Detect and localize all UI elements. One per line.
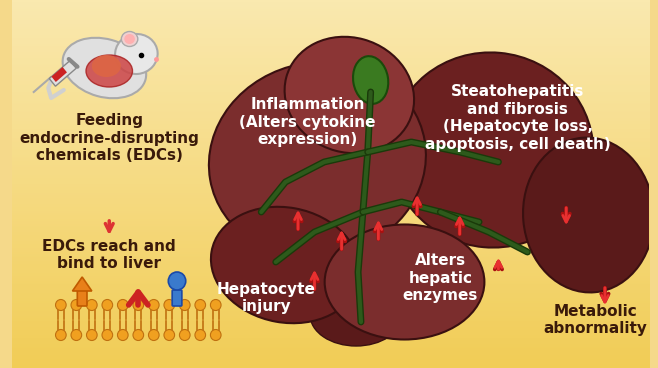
Ellipse shape [115, 34, 158, 74]
Ellipse shape [124, 34, 135, 44]
Ellipse shape [209, 62, 426, 258]
Circle shape [55, 329, 66, 340]
Circle shape [71, 329, 82, 340]
Circle shape [118, 300, 128, 311]
Circle shape [195, 300, 205, 311]
Circle shape [86, 300, 97, 311]
Circle shape [102, 329, 113, 340]
Text: EDCs reach and
bind to liver: EDCs reach and bind to liver [42, 239, 176, 271]
Ellipse shape [353, 56, 388, 104]
Circle shape [180, 329, 190, 340]
Circle shape [118, 329, 128, 340]
Ellipse shape [310, 284, 402, 346]
Circle shape [180, 300, 190, 311]
Text: Metabolic
abnormality: Metabolic abnormality [544, 304, 647, 336]
Circle shape [55, 300, 66, 311]
Circle shape [102, 300, 113, 311]
Text: Hepatocyte
injury: Hepatocyte injury [216, 282, 316, 314]
Ellipse shape [63, 38, 146, 98]
Circle shape [211, 329, 221, 340]
Ellipse shape [390, 53, 594, 248]
FancyBboxPatch shape [77, 290, 87, 306]
Circle shape [211, 300, 221, 311]
Circle shape [86, 329, 97, 340]
Ellipse shape [523, 138, 654, 293]
Polygon shape [51, 67, 67, 82]
Circle shape [168, 272, 186, 290]
Text: Alters
hepatic
enzymes: Alters hepatic enzymes [403, 253, 478, 303]
Ellipse shape [211, 207, 360, 323]
Circle shape [133, 329, 143, 340]
Polygon shape [49, 61, 76, 86]
Circle shape [164, 329, 174, 340]
Circle shape [133, 300, 143, 311]
Text: Feeding
endocrine-disrupting
chemicals (EDCs): Feeding endocrine-disrupting chemicals (… [19, 113, 199, 163]
FancyBboxPatch shape [172, 290, 182, 306]
Ellipse shape [324, 224, 484, 340]
Ellipse shape [121, 32, 138, 46]
Text: Steatohepatitis
and fibrosis
(Hepatocyte loss,
apoptosis, cell death): Steatohepatitis and fibrosis (Hepatocyte… [425, 84, 611, 152]
Circle shape [71, 300, 82, 311]
Circle shape [164, 300, 174, 311]
Text: Inflammation
(Alters cytokine
expression): Inflammation (Alters cytokine expression… [240, 97, 376, 147]
Ellipse shape [92, 55, 121, 77]
Ellipse shape [285, 37, 414, 153]
Polygon shape [72, 277, 92, 291]
Circle shape [195, 329, 205, 340]
Circle shape [149, 300, 159, 311]
Circle shape [149, 329, 159, 340]
Ellipse shape [86, 55, 132, 87]
